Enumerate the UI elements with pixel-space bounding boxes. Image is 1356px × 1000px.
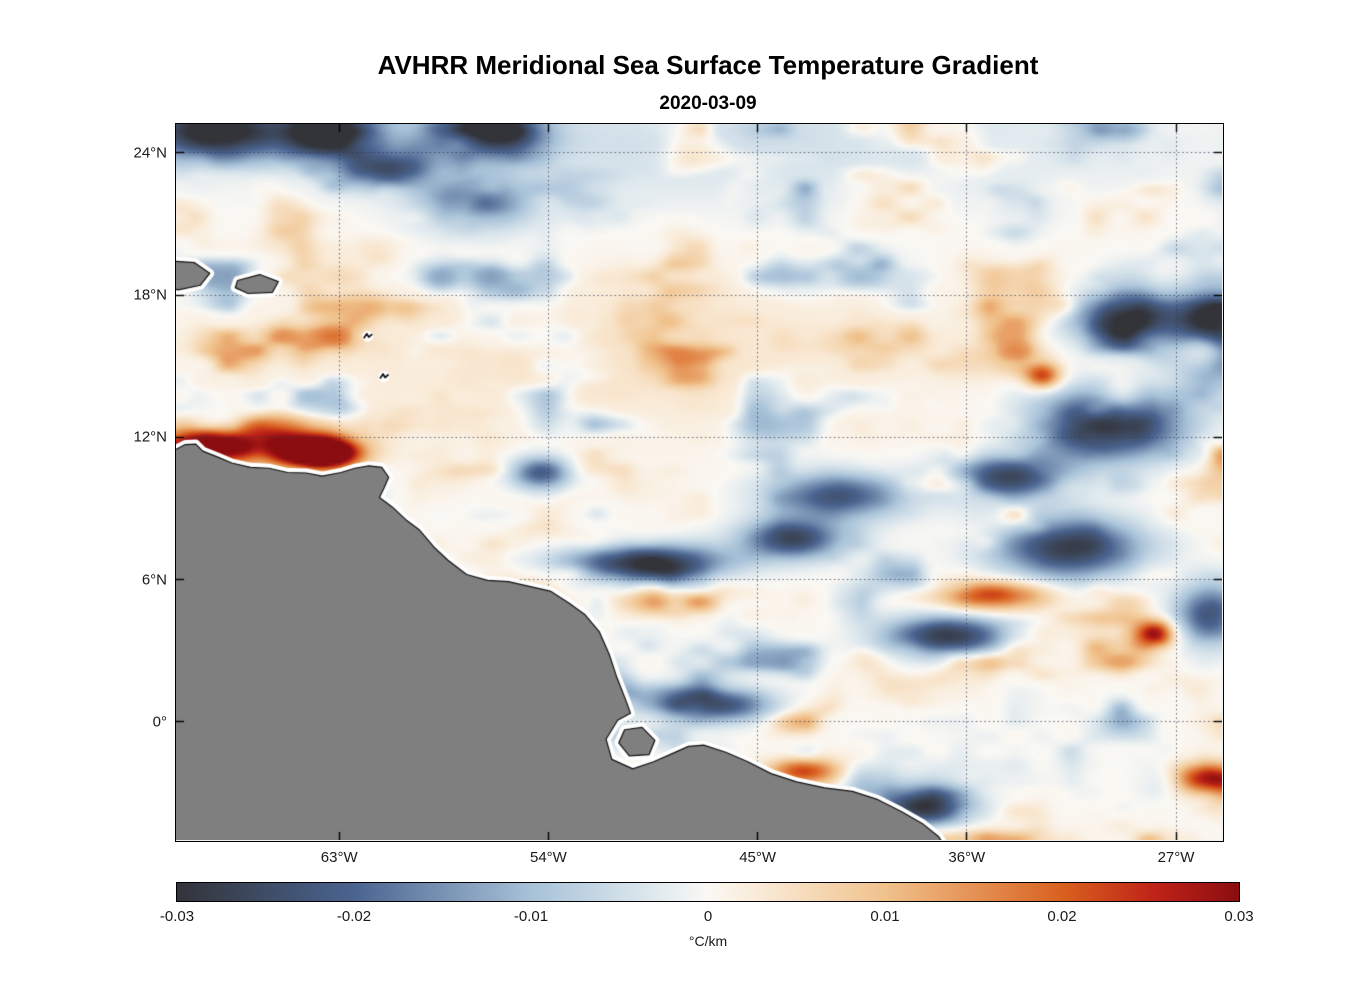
colorbar — [176, 882, 1240, 902]
x-tick-label: 45°W — [739, 849, 777, 866]
y-tick-label: 12°N — [133, 428, 167, 446]
y-tick-label: 18°N — [133, 286, 167, 304]
y-tick-label: 6°N — [141, 571, 167, 589]
heatmap-canvas — [176, 124, 1222, 840]
chart-title: AVHRR Meridional Sea Surface Temperature… — [377, 50, 1039, 80]
y-tick-label: 24°N — [133, 144, 167, 162]
colorbar-tick-label: -0.02 — [336, 908, 372, 925]
colorbar-label: °C/km — [688, 933, 728, 949]
colorbar-tick-label: -0.01 — [513, 908, 549, 925]
x-tick-label: 63°W — [320, 849, 358, 866]
plot-area — [175, 123, 1224, 842]
y-tick-label: 0° — [152, 713, 167, 731]
colorbar-tick-label: 0.01 — [870, 908, 900, 925]
colorbar-tick-label: 0.02 — [1047, 908, 1077, 925]
x-tick-label: 27°W — [1157, 849, 1195, 866]
chart-date-subtitle: 2020-03-09 — [659, 93, 757, 114]
colorbar-tick-label: 0 — [703, 908, 713, 925]
x-tick-label: 54°W — [529, 849, 567, 866]
colorbar-tick-label: -0.03 — [159, 908, 195, 925]
colorbar-tick-label: 0.03 — [1224, 908, 1254, 925]
x-tick-label: 36°W — [948, 849, 986, 866]
